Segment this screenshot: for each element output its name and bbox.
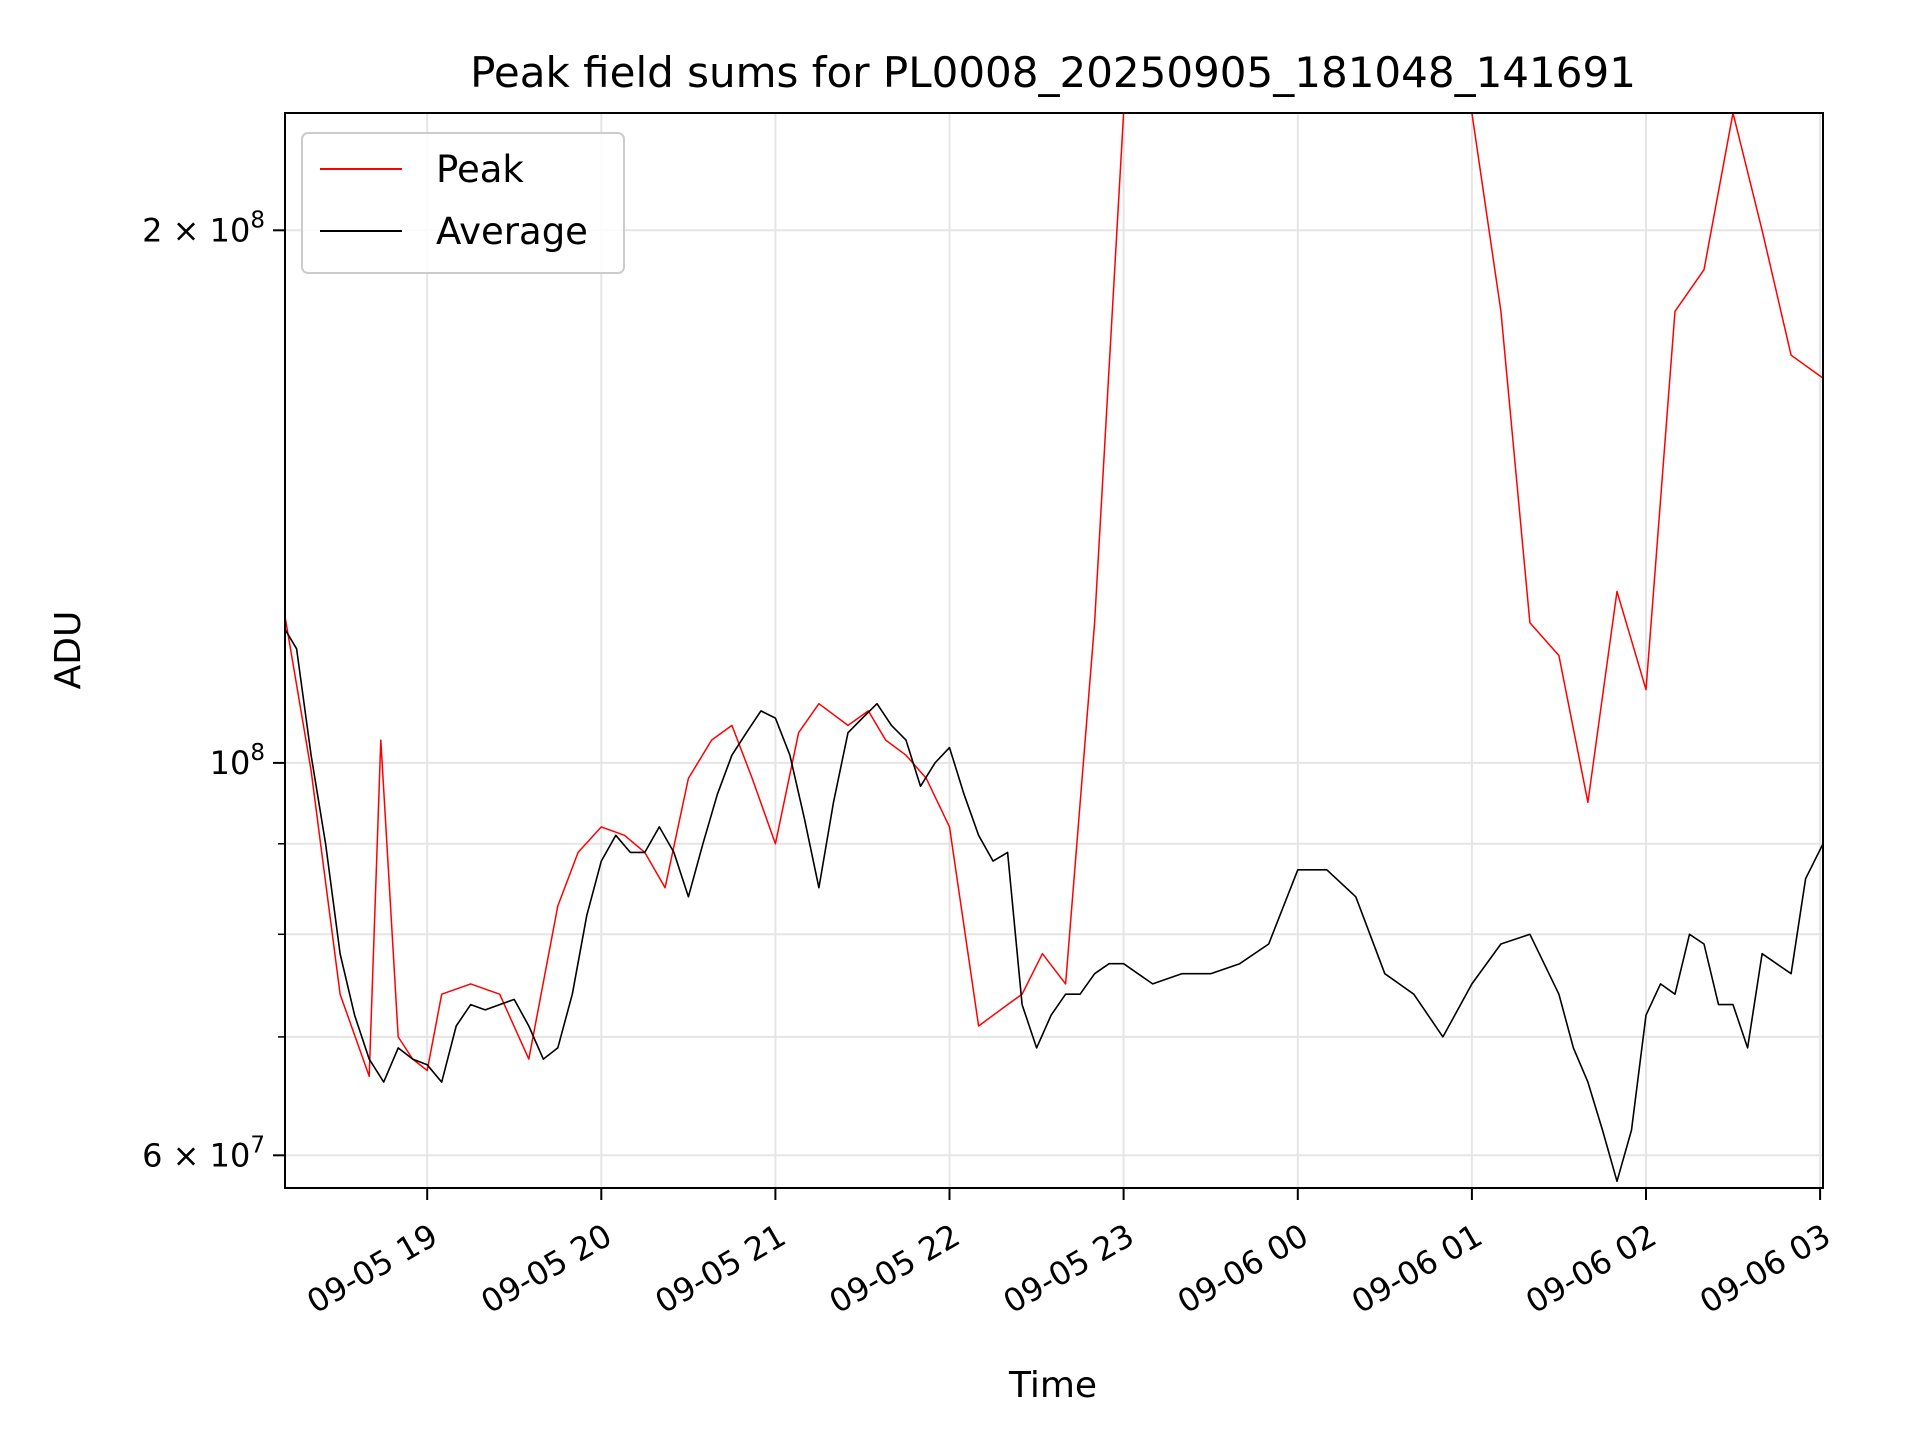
y-tick-label: 6 × 107 [142,1133,265,1175]
grid [285,113,1823,1188]
plot-frame [284,112,1824,1189]
y-tick-label-base: 2 × 10 [142,212,250,250]
y-tick-label-exponent: 8 [250,208,265,234]
y-tick-label-exponent: 8 [250,740,265,766]
series-line-average [285,628,1823,1183]
series-line-peak [285,113,1823,1078]
x-axis-title: Time [1008,1365,1097,1406]
y-tick-label: 2 × 108 [142,208,265,250]
y-tick-label-base: 10 [210,744,251,782]
y-tick-label-exponent: 7 [250,1133,265,1159]
y-tick-label-base: 6 × 10 [142,1137,250,1175]
legend: Peak Average [301,132,625,274]
legend-label-peak: Peak [436,148,524,191]
y-tick-label: 108 [210,740,265,782]
y-axis-title: ADU [48,611,89,690]
chart-title: Peak field sums for PL0008_20250905_1810… [470,48,1636,97]
plot-area [285,113,1823,1183]
legend-label-average: Average [436,210,588,253]
